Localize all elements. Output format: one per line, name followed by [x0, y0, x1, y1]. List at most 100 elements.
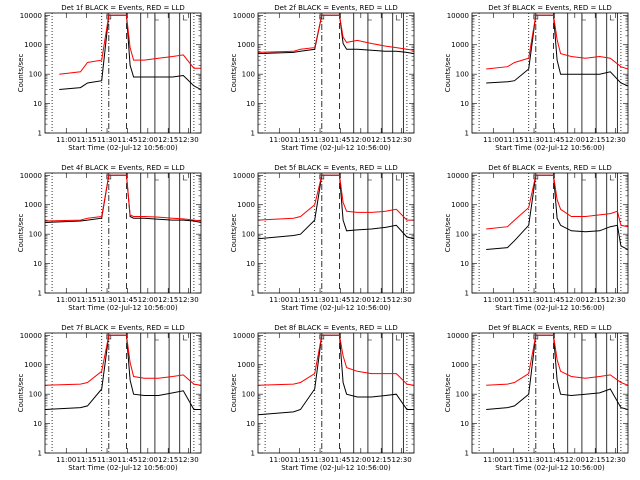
x-tick-label: 12:00: [351, 296, 371, 304]
y-tick-label: 1000: [237, 361, 255, 369]
y-axis-label: Counts/sec: [444, 374, 452, 413]
flag-marker: [609, 175, 615, 181]
x-tick-label: 11:15: [504, 296, 524, 304]
y-tick-label: 10000: [233, 332, 255, 340]
events-series-line: [258, 334, 414, 416]
chart-panel-7: Det 7f BLACK = Events, RED = LLD 1 10 100 10…: [17, 324, 202, 472]
y-tick-label: 100: [456, 391, 469, 399]
x-tick-label: 11:45: [544, 136, 564, 144]
x-tick-label: 11:45: [330, 136, 350, 144]
y-tick-label: 1: [465, 290, 469, 298]
x-tick-label: 12:30: [178, 456, 198, 464]
chart-title: Det 4f BLACK = Events, RED = LLD: [61, 164, 184, 172]
plot-frame: [257, 12, 415, 134]
events-series-line: [45, 334, 201, 410]
plot-frame: [471, 332, 629, 454]
x-tick-label: 11:30: [97, 456, 117, 464]
y-tick-label: 100: [242, 231, 255, 239]
flag-marker: [154, 175, 159, 181]
x-tick-label: 11:30: [524, 136, 544, 144]
y-tick-label: 1000: [451, 361, 469, 369]
x-axis-label: Start Time (02-Jul-12 10:56:00): [68, 464, 178, 472]
x-tick-label: 12:30: [605, 456, 625, 464]
chart-panel-1: Det 1f BLACK = Events, RED = LLD 1 10 100 10…: [17, 4, 202, 152]
events-series-line: [45, 174, 201, 223]
y-tick-label: 10000: [447, 332, 469, 340]
y-tick-label: 10: [33, 420, 42, 428]
x-tick-label: 11:00: [56, 136, 76, 144]
x-tick-label: 11:30: [97, 136, 117, 144]
x-axis-label: Start Time (02-Jul-12 10:56:00): [281, 464, 391, 472]
lld-series-line: [486, 334, 628, 386]
x-tick-label: 11:00: [269, 456, 289, 464]
y-axis-label: Counts/sec: [230, 214, 238, 253]
x-tick-label: 11:00: [269, 136, 289, 144]
y-tick-label: 100: [456, 71, 469, 79]
y-tick-label: 10000: [20, 172, 42, 180]
y-tick-label: 1000: [237, 41, 255, 49]
x-tick-label: 12:00: [565, 296, 585, 304]
events-series-line: [486, 14, 628, 87]
flag-marker: [154, 335, 159, 341]
x-tick-label: 11:00: [269, 296, 289, 304]
x-tick-label: 12:00: [138, 136, 158, 144]
chart-title: Det 6f BLACK = Events, RED = LLD: [488, 164, 611, 172]
flag-marker: [182, 15, 188, 21]
y-tick-label: 10: [460, 420, 469, 428]
x-tick-label: 11:15: [290, 456, 310, 464]
x-tick-label: 12:15: [158, 296, 178, 304]
x-tick-label: 12:00: [138, 456, 158, 464]
lld-series-line: [258, 14, 414, 53]
x-tick-label: 11:15: [290, 296, 310, 304]
y-tick-label: 1000: [451, 201, 469, 209]
x-tick-label: 12:15: [585, 136, 605, 144]
chart-panel-2: Det 2f BLACK = Events, RED = LLD 1 10 100 10…: [230, 4, 415, 152]
flag-marker: [609, 15, 615, 21]
lld-series-line: [59, 14, 201, 75]
x-tick-label: 11:15: [504, 456, 524, 464]
chart-panel-6: Det 6f BLACK = Events, RED = LLD 1 10 100 10…: [444, 164, 629, 312]
x-tick-label: 12:15: [585, 456, 605, 464]
x-tick-label: 12:00: [565, 136, 585, 144]
y-tick-label: 1: [38, 130, 42, 138]
y-tick-label: 100: [29, 391, 42, 399]
x-tick-label: 11:45: [117, 136, 137, 144]
flag-marker: [395, 335, 401, 341]
lld-series-line: [45, 174, 201, 222]
y-tick-label: 100: [456, 231, 469, 239]
x-tick-label: 12:15: [158, 136, 178, 144]
y-tick-label: 1000: [237, 201, 255, 209]
y-tick-label: 1000: [451, 41, 469, 49]
y-tick-label: 10000: [447, 12, 469, 20]
chart-title: Det 1f BLACK = Events, RED = LLD: [61, 4, 184, 12]
flag-marker: [581, 175, 586, 181]
x-tick-label: 12:00: [138, 296, 158, 304]
y-tick-label: 1: [38, 450, 42, 458]
x-tick-label: 12:15: [371, 296, 391, 304]
x-tick-label: 11:30: [310, 136, 330, 144]
y-tick-label: 100: [242, 391, 255, 399]
chart-panel-4: Det 4f BLACK = Events, RED = LLD 1 10 100 10…: [17, 164, 202, 312]
y-tick-label: 1: [251, 450, 255, 458]
x-tick-label: 12:15: [158, 456, 178, 464]
y-tick-label: 10: [33, 260, 42, 268]
y-axis-label: Counts/sec: [230, 54, 238, 93]
y-tick-label: 10000: [233, 172, 255, 180]
x-tick-label: 11:30: [524, 296, 544, 304]
events-series-line: [258, 14, 414, 55]
x-axis-label: Start Time (02-Jul-12 10:56:00): [281, 304, 391, 312]
lld-series-line: [258, 174, 414, 221]
x-tick-label: 11:30: [310, 456, 330, 464]
x-tick-label: 11:45: [544, 456, 564, 464]
events-series-line: [486, 334, 628, 410]
plot-frame: [471, 12, 629, 134]
chart-title: Det 5f BLACK = Events, RED = LLD: [274, 164, 397, 172]
x-tick-label: 12:15: [371, 456, 391, 464]
y-tick-label: 1000: [24, 201, 42, 209]
chart-panel-9: Det 9f BLACK = Events, RED = LLD 1 10 100 10…: [444, 324, 629, 472]
y-tick-label: 1: [465, 450, 469, 458]
flag-marker: [395, 15, 401, 21]
chart-panel-5: Det 5f BLACK = Events, RED = LLD 1 10 100 10…: [230, 164, 415, 312]
x-axis-label: Start Time (02-Jul-12 10:56:00): [68, 144, 178, 152]
